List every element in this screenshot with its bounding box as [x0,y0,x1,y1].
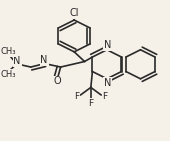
Text: N: N [104,40,111,50]
Text: CH₃: CH₃ [1,70,16,79]
Text: F: F [74,92,79,101]
Text: O: O [53,76,61,86]
Text: N: N [13,56,21,66]
Text: F: F [103,92,108,101]
Text: N: N [104,78,111,88]
Text: Cl: Cl [70,8,79,18]
Text: CH₃: CH₃ [1,47,16,56]
Text: F: F [88,99,93,108]
Text: N: N [40,55,48,65]
